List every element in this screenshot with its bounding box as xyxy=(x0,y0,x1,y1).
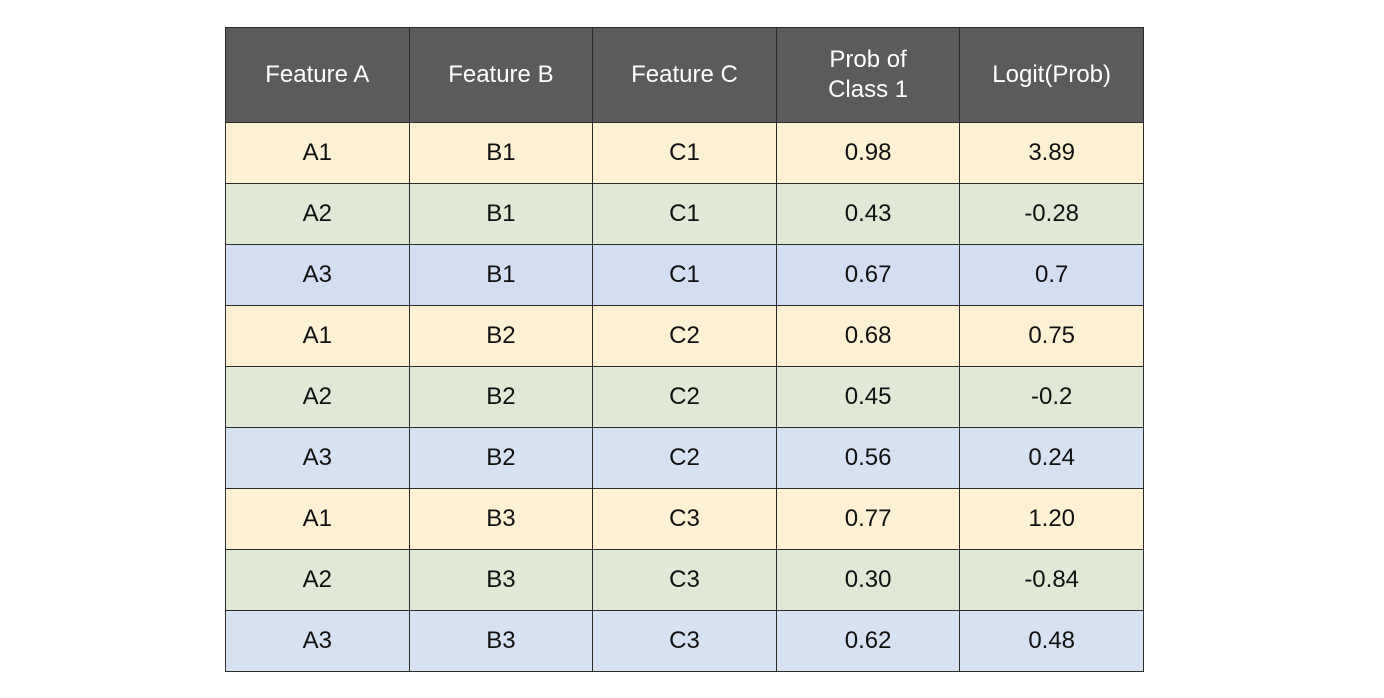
probability-table: Feature A Feature B Feature C Prob of Cl… xyxy=(225,27,1144,672)
logit-prob-cell: 0.75 xyxy=(959,305,1144,367)
feature-a-cell: A2 xyxy=(225,549,410,611)
prob-class-1-cell: 0.30 xyxy=(775,549,961,611)
header-prob-line-2: Class 1 xyxy=(828,76,909,103)
prob-class-1-cell: 0.77 xyxy=(775,488,961,550)
feature-a-cell: A1 xyxy=(225,305,410,367)
header-logit-prob: Logit(Prob) xyxy=(959,27,1144,123)
header-feature-a: Feature A xyxy=(225,27,410,123)
logit-prob-cell: 0.24 xyxy=(959,427,1144,489)
feature-c-cell: C2 xyxy=(592,305,777,367)
feature-b-cell: B2 xyxy=(408,366,594,428)
header-prob-class-1: Prob of Class 1 xyxy=(775,27,961,123)
feature-c-cell: C1 xyxy=(592,183,777,245)
header-feature-a-label: Feature A xyxy=(265,61,370,88)
logit-prob-cell: 0.7 xyxy=(959,244,1144,306)
table-row: A2 B2 C2 0.45 -0.2 xyxy=(225,366,1144,428)
logit-prob-cell: -0.28 xyxy=(959,183,1144,245)
prob-class-1-cell: 0.45 xyxy=(775,366,961,428)
feature-c-cell: C1 xyxy=(592,244,777,306)
prob-class-1-cell: 0.67 xyxy=(775,244,961,306)
prob-class-1-cell: 0.62 xyxy=(775,610,961,672)
logit-prob-cell: 3.89 xyxy=(959,122,1144,184)
header-prob-line-1: Prob of xyxy=(829,46,907,73)
feature-c-cell: C3 xyxy=(592,488,777,550)
header-feature-c-label: Feature C xyxy=(631,61,738,88)
table-row: A3 B1 C1 0.67 0.7 xyxy=(225,244,1144,306)
header-feature-b-label: Feature B xyxy=(448,61,554,88)
data-table: Feature A Feature B Feature C Prob of Cl… xyxy=(225,27,1144,672)
table-row: A1 B1 C1 0.98 3.89 xyxy=(225,122,1144,184)
feature-c-cell: C2 xyxy=(592,366,777,428)
feature-a-cell: A2 xyxy=(225,366,410,428)
feature-a-cell: A3 xyxy=(225,427,410,489)
prob-class-1-cell: 0.43 xyxy=(775,183,961,245)
feature-b-cell: B2 xyxy=(408,427,594,489)
table-row: A2 B1 C1 0.43 -0.28 xyxy=(225,183,1144,245)
table-row: A1 B3 C3 0.77 1.20 xyxy=(225,488,1144,550)
logit-prob-cell: 0.48 xyxy=(959,610,1144,672)
table-row: A2 B3 C3 0.30 -0.84 xyxy=(225,549,1144,611)
feature-a-cell: A1 xyxy=(225,122,410,184)
table-row: A1 B2 C2 0.68 0.75 xyxy=(225,305,1144,367)
prob-class-1-cell: 0.56 xyxy=(775,427,961,489)
logit-prob-cell: -0.84 xyxy=(959,549,1144,611)
feature-a-cell: A2 xyxy=(225,183,410,245)
header-feature-b: Feature B xyxy=(408,27,594,123)
feature-b-cell: B1 xyxy=(408,122,594,184)
feature-b-cell: B2 xyxy=(408,305,594,367)
logit-prob-cell: -0.2 xyxy=(959,366,1144,428)
table-row: A3 B2 C2 0.56 0.24 xyxy=(225,427,1144,489)
prob-class-1-cell: 0.98 xyxy=(775,122,961,184)
feature-a-cell: A1 xyxy=(225,488,410,550)
feature-c-cell: C1 xyxy=(592,122,777,184)
header-row: Feature A Feature B Feature C Prob of Cl… xyxy=(225,27,1144,123)
header-logit-label: Logit(Prob) xyxy=(992,61,1112,88)
feature-b-cell: B3 xyxy=(408,549,594,611)
table-body: A1 B1 C1 0.98 3.89 A2 B1 C1 0.43 -0.28 A3 B1 C1 0.67 0… xyxy=(225,122,1144,672)
feature-c-cell: C3 xyxy=(592,549,777,611)
feature-c-cell: C3 xyxy=(592,610,777,672)
feature-a-cell: A3 xyxy=(225,244,410,306)
logit-prob-cell: 1.20 xyxy=(959,488,1144,550)
table-row: A3 B3 C3 0.62 0.48 xyxy=(225,610,1144,672)
feature-b-cell: B1 xyxy=(408,183,594,245)
feature-c-cell: C2 xyxy=(592,427,777,489)
feature-b-cell: B1 xyxy=(408,244,594,306)
feature-b-cell: B3 xyxy=(408,610,594,672)
prob-class-1-cell: 0.68 xyxy=(775,305,961,367)
header-feature-c: Feature C xyxy=(592,27,777,123)
feature-b-cell: B3 xyxy=(408,488,594,550)
feature-a-cell: A3 xyxy=(225,610,410,672)
